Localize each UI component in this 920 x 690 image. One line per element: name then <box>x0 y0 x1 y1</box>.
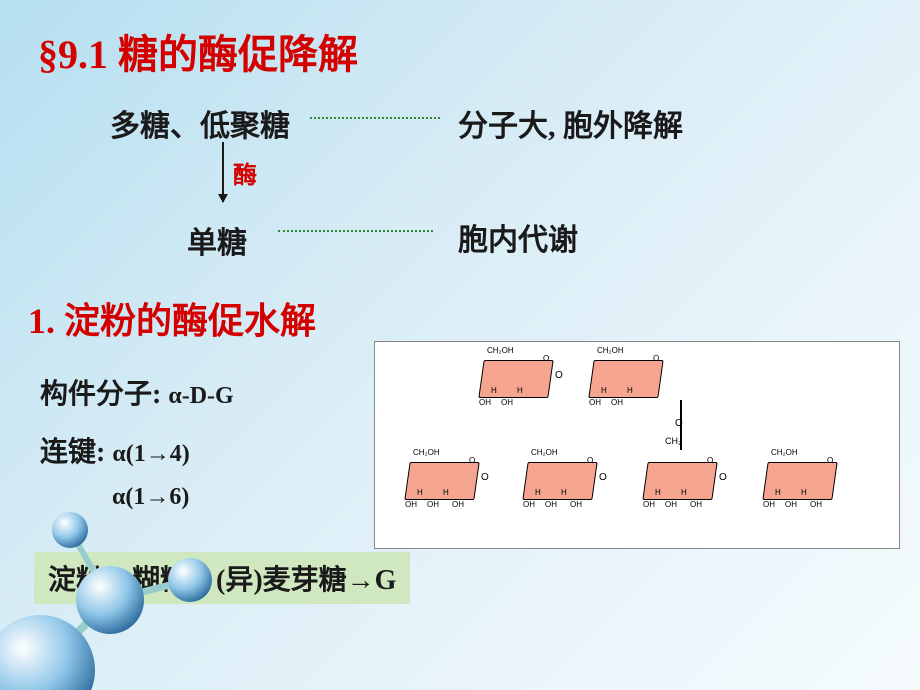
arrow-down-icon <box>222 142 224 202</box>
enzyme-label: 酶 <box>233 155 257 190</box>
ch2oh-label: CH₂OH <box>771 448 798 457</box>
h-label: H <box>681 488 687 497</box>
slide-canvas: §9.1 糖的酶促降解 多糖、低聚糖 分子大, 胞外降解 酶 单糖 胞内代谢 1… <box>0 0 920 690</box>
oh-label: OH <box>545 500 557 509</box>
glucose-ring: CH₂OH O OH OH OH H H <box>755 450 849 510</box>
oh-label: OH <box>810 500 822 509</box>
monosaccharide-text: 单糖 <box>187 218 247 262</box>
oh-label: OH <box>665 500 677 509</box>
ch2oh-label: CH₂OH <box>531 448 558 457</box>
section-title: §9.1 糖的酶促降解 <box>38 22 358 80</box>
h-label: H <box>601 386 607 395</box>
glucose-ring: CH₂OH O OH OH H H <box>581 348 675 408</box>
h-label: H <box>627 386 633 395</box>
oh-label: OH <box>643 500 655 509</box>
linkage-line-1: 连键: α(1→4) <box>40 430 190 470</box>
ring-o-label: O <box>827 456 833 465</box>
ring-o-label: O <box>469 456 475 465</box>
linkage-bond1: α(1→4) <box>112 441 189 467</box>
glucose-ring: O OH OH OH H H O <box>635 450 729 510</box>
branch-o-label: O <box>675 418 683 429</box>
intracellular-text: 胞内代谢 <box>458 215 578 259</box>
oh-label: OH <box>570 500 582 509</box>
h-label: H <box>535 488 541 497</box>
linkage-label: 连键: <box>40 437 105 468</box>
h-label: H <box>775 488 781 497</box>
ring-o-label: O <box>653 354 659 363</box>
glycosidic-o: O <box>555 370 563 381</box>
oh-label: OH <box>501 398 513 407</box>
ch2oh-label: CH₂OH <box>597 346 624 355</box>
oh-label: OH <box>452 500 464 509</box>
subheading: 1. 淀粉的酶促水解 <box>28 292 316 344</box>
h-label: H <box>517 386 523 395</box>
glucose-ring: CH₂OH O OH OH OH H H O <box>397 450 491 510</box>
building-label: 构件分子: <box>40 379 161 410</box>
ring-o-label: O <box>543 354 549 363</box>
ring-o-label: O <box>587 456 593 465</box>
building-value: α-D-G <box>168 383 233 409</box>
h-label: H <box>417 488 423 497</box>
h-label: H <box>491 386 497 395</box>
ring-o-label: O <box>707 456 713 465</box>
oh-label: OH <box>589 398 601 407</box>
ch2oh-label: CH₂OH <box>487 346 514 355</box>
building-molecule-line: 构件分子: α-D-G <box>40 372 234 412</box>
branch-ch2-label: CH₂ <box>665 436 682 446</box>
h-label: H <box>801 488 807 497</box>
glucose-ring: CH₂OH O OH OH H H O <box>471 348 565 408</box>
oh-label: OH <box>523 500 535 509</box>
glucose-ring: CH₂OH O OH OH OH H H O <box>515 450 609 510</box>
poly-oligo-text: 多糖、低聚糖 <box>110 101 290 145</box>
glycosidic-o: O <box>719 472 727 483</box>
molecular-big-text: 分子大, 胞外降解 <box>458 101 683 145</box>
starch-structure-figure: CH₂OH O OH OH H H O CH₂OH O OH OH H H O … <box>374 341 900 549</box>
h-label: H <box>655 488 661 497</box>
oh-label: OH <box>785 500 797 509</box>
linkage-line-2: α(1→6) <box>112 480 189 512</box>
oh-label: OH <box>405 500 417 509</box>
oh-label: OH <box>763 500 775 509</box>
oh-label: OH <box>690 500 702 509</box>
glycosidic-o: O <box>599 472 607 483</box>
oh-label: OH <box>611 398 623 407</box>
dotted-line-2 <box>278 230 433 232</box>
oh-label: OH <box>479 398 491 407</box>
pathway-box: 淀粉→糊精→(异)麦芽糖→G <box>34 552 410 604</box>
linkage-bond2: α(1→6) <box>112 484 189 510</box>
h-label: H <box>443 488 449 497</box>
h-label: H <box>561 488 567 497</box>
ch2oh-label: CH₂OH <box>413 448 440 457</box>
glycosidic-o: O <box>481 472 489 483</box>
dotted-line-1 <box>310 117 440 119</box>
oh-label: OH <box>427 500 439 509</box>
